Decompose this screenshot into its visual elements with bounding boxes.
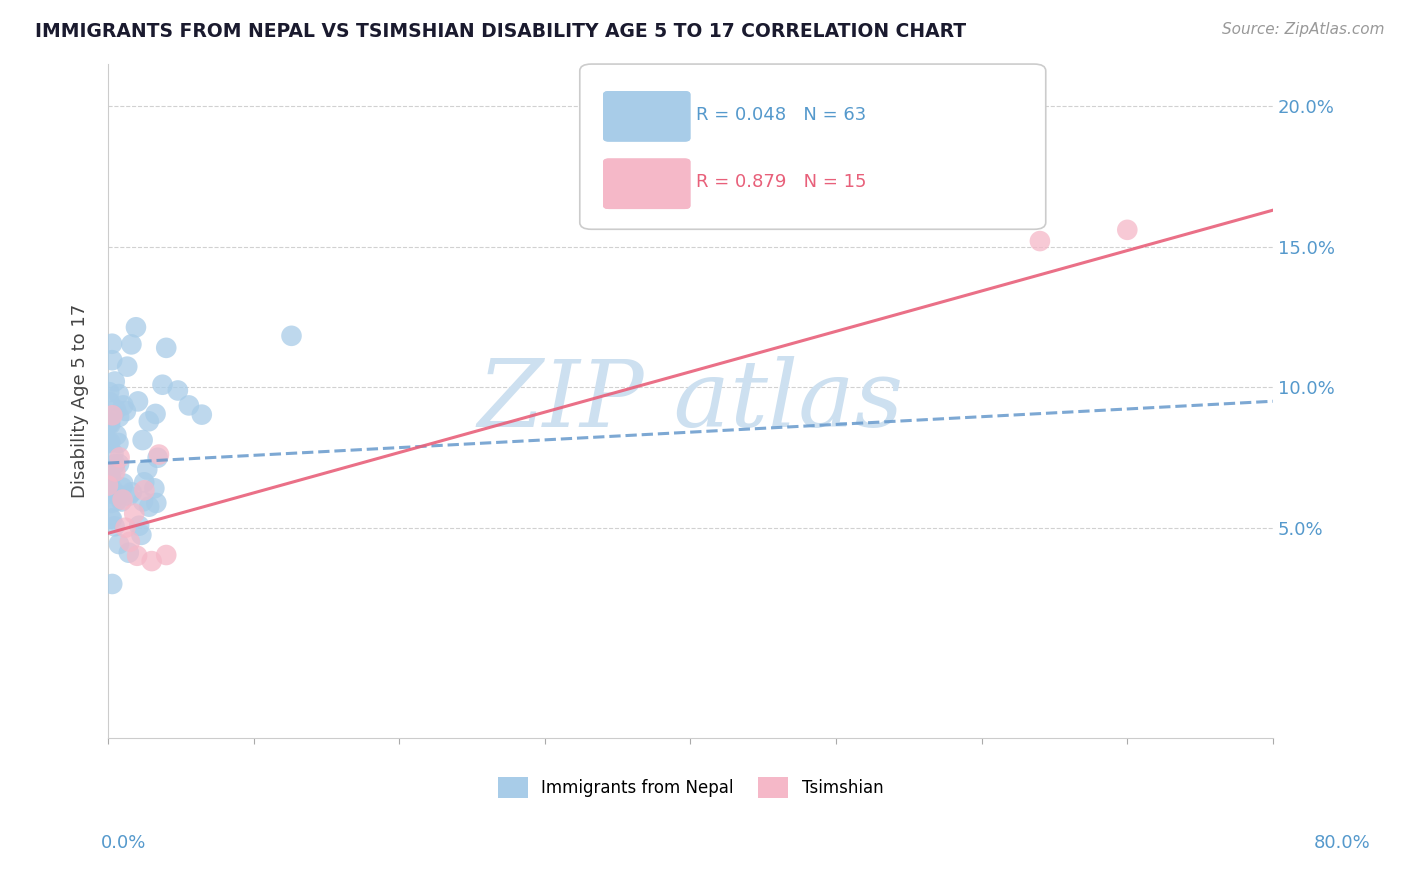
Point [100,469,122,483]
Point [112,476,135,491]
Point [108,537,131,551]
Point [1029,234,1052,248]
Text: R = 0.879   N = 15: R = 0.879 N = 15 [696,173,866,191]
Point [108,450,131,465]
Point [97,478,120,492]
Point [118,546,141,560]
Point [103,483,125,498]
Point [121,485,143,500]
Point [105,428,128,442]
Point [118,489,141,503]
Point [98,473,121,487]
Point [132,494,155,508]
Point [125,320,148,334]
Point [107,436,129,450]
Point [122,507,145,521]
FancyBboxPatch shape [603,91,690,142]
Point [100,511,122,525]
Point [104,375,127,389]
Point [148,448,170,462]
Point [111,492,134,507]
Point [143,481,166,495]
FancyBboxPatch shape [603,159,690,209]
Point [98,415,121,429]
Point [114,521,136,535]
Point [145,407,167,421]
Point [97,472,120,486]
Point [107,387,129,401]
Point [98,385,121,400]
Point [127,549,149,563]
Text: R = 0.048   N = 63: R = 0.048 N = 63 [696,105,866,124]
Point [134,483,156,498]
Point [138,414,160,428]
Point [155,548,177,562]
Point [127,394,149,409]
Point [104,465,127,479]
Point [100,496,122,510]
Point [120,337,142,351]
Point [152,377,174,392]
Point [97,436,120,450]
Text: ZIP atlas: ZIP atlas [478,356,904,446]
Point [98,417,121,432]
Point [101,336,124,351]
Y-axis label: Disability Age 5 to 17: Disability Age 5 to 17 [72,304,89,499]
Point [118,534,141,549]
FancyBboxPatch shape [579,64,1046,229]
Point [98,486,121,500]
Point [98,395,121,409]
Point [131,433,153,447]
Point [101,577,124,591]
Text: 0.0%: 0.0% [101,834,146,852]
Point [97,417,120,432]
Point [141,554,163,568]
Point [101,409,124,423]
Point [97,483,120,498]
Point [105,494,128,508]
Point [138,500,160,514]
Point [155,341,177,355]
Point [103,447,125,461]
Point [146,450,169,465]
Text: Source: ZipAtlas.com: Source: ZipAtlas.com [1222,22,1385,37]
Point [191,408,214,422]
Text: 80.0%: 80.0% [1315,834,1371,852]
Point [136,462,159,476]
Point [115,359,138,374]
Point [145,496,167,510]
Point [101,353,124,368]
Text: IMMIGRANTS FROM NEPAL VS TSIMSHIAN DISABILITY AGE 5 TO 17 CORRELATION CHART: IMMIGRANTS FROM NEPAL VS TSIMSHIAN DISAB… [35,22,966,41]
Point [167,384,190,398]
Point [112,398,135,412]
Legend: Immigrants from Nepal, Tsimshian: Immigrants from Nepal, Tsimshian [491,771,890,805]
Point [108,409,131,424]
Point [98,470,121,484]
Point [104,457,127,471]
Point [104,402,127,417]
Point [98,435,121,450]
Point [177,398,200,412]
Point [97,417,120,431]
Point [134,475,156,490]
Point [110,494,132,508]
Point [115,404,138,418]
Point [1116,223,1139,237]
Point [103,519,125,533]
Point [280,328,302,343]
Point [107,488,129,502]
Point [131,528,153,542]
Point [128,518,150,533]
Point [108,457,131,471]
Point [101,512,124,526]
Point [111,481,134,495]
